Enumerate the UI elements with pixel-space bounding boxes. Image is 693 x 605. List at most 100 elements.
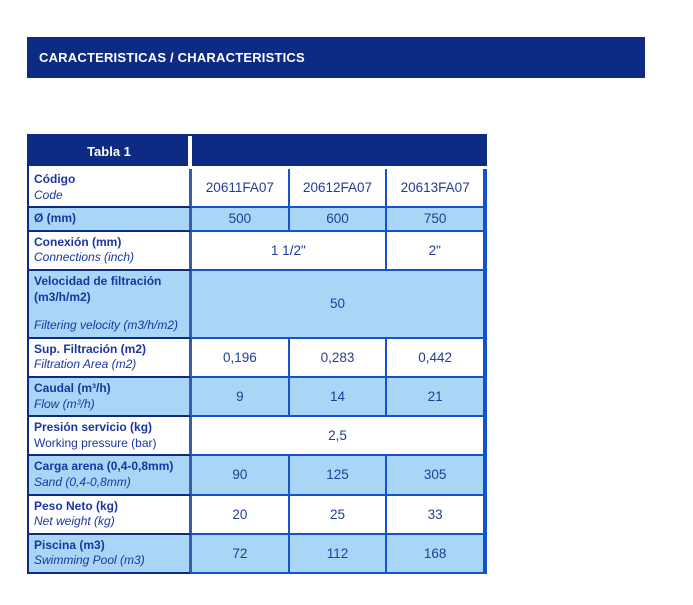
cell-value: 21 [427, 389, 443, 405]
value-cell: 50 [192, 270, 487, 339]
table-title-cell: Tabla 1 [29, 136, 192, 169]
row-label-en: Sand (0,4-0,8mm) [34, 474, 131, 489]
value-cell: 20 [192, 495, 290, 535]
value-cell: 0,442 [387, 338, 488, 378]
table-row: Ø (mm) 500 600 750 [29, 208, 488, 232]
value-cell: 20612FA07 [289, 169, 388, 209]
row-values: 2,5 [192, 417, 487, 457]
value-cell: 0,283 [289, 338, 388, 378]
row-values: 500 600 750 [192, 208, 488, 232]
row-label-en: Swimming Pool (m3) [34, 553, 145, 568]
row-label-en: Connections (inch) [34, 250, 135, 265]
value-cell: 600 [289, 208, 388, 232]
row-label-cell: Conexión (mm) Connections (inch) [29, 231, 192, 271]
row-values: 72 112 168 [192, 534, 488, 574]
cell-value: 168 [423, 545, 447, 561]
row-label-en: Net weight (kg) [34, 514, 115, 529]
table-header-row: Tabla 1 [29, 136, 487, 169]
row-label-es: Caudal (m³/h) [34, 380, 111, 395]
row-label-es: Carga arena (0,4-0,8mm) [34, 459, 174, 474]
row-label-cell: Carga arena (0,4-0,8mm) Sand (0,4-0,8mm) [29, 456, 192, 496]
row-label-cell: Peso Neto (kg) Net weight (kg) [29, 495, 192, 535]
cell-value: 20613FA07 [400, 180, 470, 196]
value-cell: 20613FA07 [387, 169, 488, 209]
row-label-es: Sup. Filtración (m2) [34, 341, 147, 356]
cell-value: 20611FA07 [205, 180, 274, 196]
row-values: 90 125 305 [192, 456, 488, 496]
characteristics-table: Tabla 1 Código Code 20611FA07 20612FA07 2061… [27, 134, 488, 574]
value-cell: 305 [387, 456, 488, 496]
row-label-es: Conexión (mm) [34, 234, 122, 249]
row-label-cell: Ø (mm) [29, 208, 192, 232]
value-cell: 112 [289, 534, 388, 574]
row-label-en: Code [34, 187, 63, 202]
value-cell: 0,196 [192, 338, 290, 378]
row-label-cell: Velocidad de filtración (m3/h/m2) Filteri… [29, 270, 192, 339]
row-label-cell: Código Code [29, 169, 192, 209]
value-cell: 1 1/2" [192, 231, 387, 271]
cell-value: 750 [423, 211, 447, 227]
row-label-es: Peso Neto (kg) [34, 498, 119, 513]
value-cell: 25 [289, 495, 388, 535]
cell-value: 2,5 [328, 428, 347, 444]
value-cell: 14 [289, 377, 388, 418]
value-cell: 2" [386, 231, 487, 271]
row-values: 20611FA07 20612FA07 20613FA07 [192, 169, 488, 209]
value-cell: 750 [387, 208, 488, 232]
row-values: 9 14 21 [192, 377, 488, 418]
row-label-en: Working pressure (bar) [34, 435, 157, 450]
row-label-en: Flow (m³/h) [34, 396, 95, 411]
table-row: Carga arena (0,4-0,8mm) Sand (0,4-0,8mm) 9… [29, 456, 488, 496]
cell-value: 2" [428, 242, 441, 258]
cell-value: 125 [326, 467, 349, 483]
value-cell: 33 [387, 495, 488, 535]
row-label-en: Filtration Area (m2) [34, 357, 137, 372]
cell-value: 90 [232, 467, 248, 483]
row-values: 1 1/2" 2" [192, 231, 487, 271]
cell-value: 112 [326, 545, 349, 561]
cell-value: 0,442 [418, 349, 453, 365]
table-row: Caudal (m³/h) Flow (m³/h) 9 14 21 [29, 377, 488, 418]
table-body: Código Code 20611FA07 20612FA07 20613FA07 Ø (… [29, 169, 488, 574]
cell-value: 0,196 [222, 349, 257, 365]
cell-value: 0,283 [320, 349, 355, 365]
cell-value: 33 [427, 506, 443, 522]
cell-value: 50 [329, 296, 346, 312]
row-values: 0,196 0,283 0,442 [192, 338, 488, 378]
table-row: Peso Neto (kg) Net weight (kg) 20 25 33 [29, 495, 488, 535]
row-label-cell: Sup. Filtración (m2) Filtration Area (m2) [29, 338, 192, 378]
table-row: Velocidad de filtración (m3/h/m2) Filteri… [29, 270, 487, 339]
table-row: Código Code 20611FA07 20612FA07 20613FA07 [29, 169, 488, 209]
row-label-es: Piscina (m3) [34, 537, 105, 552]
table-row: Conexión (mm) Connections (inch) 1 1/2" 2" [29, 231, 487, 271]
value-cell: 90 [192, 456, 290, 496]
section-title: CARACTERISTICAS / CHARACTERISTICS [39, 50, 305, 65]
row-label-cell: Presión servicio (kg) Working pressure (b… [29, 417, 192, 457]
value-cell: 2,5 [192, 417, 487, 457]
value-cell: 72 [192, 534, 290, 574]
cell-value: 305 [423, 467, 447, 483]
row-label-es: Código [34, 172, 76, 186]
row-values: 50 [192, 270, 487, 339]
cell-value: 25 [329, 506, 346, 522]
table-header-spacer-cell [192, 136, 487, 169]
value-cell: 9 [192, 377, 290, 418]
value-cell: 21 [387, 377, 488, 418]
value-cell: 20611FA07 [192, 169, 290, 209]
value-cell: 500 [192, 208, 290, 232]
cell-value: 600 [326, 211, 349, 227]
row-label-cell: Piscina (m3) Swimming Pool (m3) [29, 534, 192, 574]
value-cell: 125 [289, 456, 388, 496]
row-label-en: Filtering velocity (m3/h/m2) [34, 318, 179, 333]
cell-value: 20612FA07 [302, 180, 373, 196]
cell-value: 500 [228, 211, 252, 227]
cell-value: 1 1/2" [270, 242, 306, 258]
cell-value: 72 [232, 545, 248, 561]
table-row: Presión servicio (kg) Working pressure (b… [29, 417, 487, 457]
cell-value: 9 [236, 389, 244, 405]
value-cell: 168 [387, 534, 488, 574]
row-label-es: Ø (mm) [34, 211, 76, 226]
row-label-es: Velocidad de filtración (m3/h/m2) [34, 273, 162, 304]
row-values: 20 25 33 [192, 495, 488, 535]
